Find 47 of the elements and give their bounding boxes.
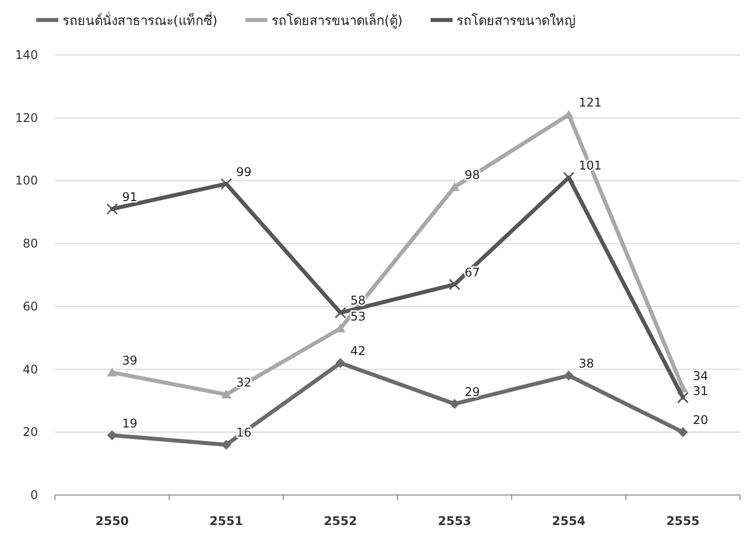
- data-label: 38: [578, 356, 594, 371]
- data-label: 16: [236, 426, 252, 440]
- y-tick-label: 40: [22, 362, 38, 376]
- data-label: 121: [578, 96, 602, 110]
- data-label: 31: [692, 384, 708, 398]
- point: [106, 203, 118, 215]
- x-tick-label: 2551: [210, 514, 243, 528]
- x-tick-label: 2555: [666, 514, 700, 528]
- data-label: 39: [122, 353, 138, 368]
- point: [107, 367, 118, 376]
- data-label: 99: [236, 164, 252, 179]
- data-label: 53: [350, 309, 366, 324]
- point: [678, 427, 688, 438]
- point: [221, 389, 232, 398]
- point: [677, 392, 689, 404]
- point: [450, 398, 460, 409]
- point: [450, 182, 460, 191]
- point: [563, 172, 574, 184]
- y-tick-label: 100: [15, 174, 38, 188]
- x-tick-label: 2552: [324, 514, 358, 528]
- y-tick-label: 60: [22, 299, 38, 314]
- point: [220, 178, 232, 190]
- data-label: 58: [350, 294, 366, 308]
- point: [564, 370, 574, 381]
- data-label: 34: [692, 369, 708, 384]
- point: [334, 306, 346, 318]
- data-label: 101: [578, 158, 602, 173]
- y-tick-label: 0: [30, 488, 38, 502]
- data-label: 19: [122, 416, 138, 430]
- legend-label: รถยนต์นั่งสาธารณะ(แท็กซี่): [62, 11, 218, 29]
- legend-label: รถโดยสารขนาดใหญ่: [456, 13, 576, 29]
- point: [335, 358, 346, 368]
- y-tick-label: 120: [15, 110, 38, 125]
- data-label: 29: [464, 384, 480, 399]
- data-label: 42: [350, 344, 366, 358]
- y-tick-label: 140: [15, 48, 38, 62]
- point: [448, 278, 460, 290]
- data-label: 20: [692, 413, 708, 428]
- x-tick-label: 2554: [552, 514, 586, 528]
- data-label: 91: [122, 190, 138, 204]
- x-tick-label: 2553: [438, 514, 472, 528]
- data-label: 98: [464, 168, 480, 182]
- x-tick-label: 2550: [95, 514, 129, 528]
- data-label: 32: [236, 375, 252, 390]
- legend-label: รถโดยสารขนาดเล็ก(ตู้): [271, 11, 403, 29]
- y-tick-label: 20: [22, 425, 38, 440]
- y-tick-label: 80: [22, 236, 38, 251]
